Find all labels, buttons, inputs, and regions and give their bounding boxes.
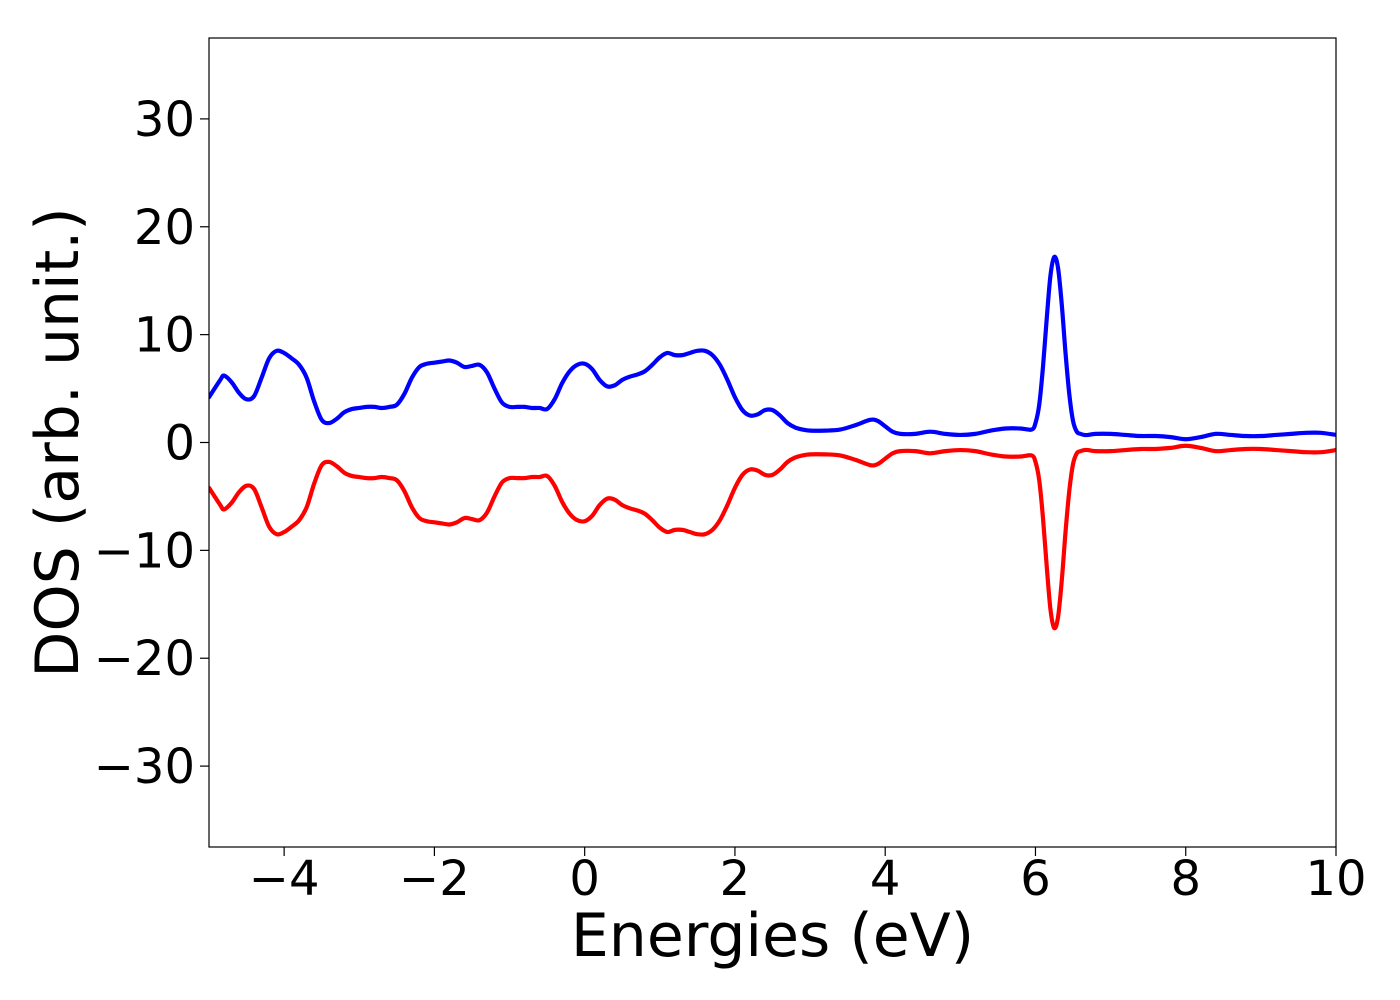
x-tick-label: 10: [1305, 851, 1366, 907]
y-tick-label: 0: [164, 416, 195, 472]
y-tick-label: 10: [134, 308, 195, 364]
x-tick-label: 6: [1020, 851, 1051, 907]
plot-frame: [208, 37, 1337, 848]
y-axis-ticks: −30 −20 −10 0 10 20 30: [94, 92, 209, 795]
x-tick-label: 2: [720, 851, 751, 907]
x-axis-ticks: −4 −2 0 2 4 6 8 10: [249, 847, 1367, 907]
y-axis-label: DOS (arb. unit.): [23, 207, 93, 677]
y-tick-label: 30: [134, 92, 195, 148]
x-tick-label: −2: [399, 851, 470, 907]
x-tick-label: −4: [249, 851, 320, 907]
x-tick-label: 8: [1170, 851, 1201, 907]
x-axis-label: Energies (eV): [571, 901, 974, 971]
y-tick-label: −10: [94, 523, 195, 579]
x-tick-label: 4: [870, 851, 901, 907]
series-lines: [209, 254, 1336, 631]
series-line-blue: [209, 254, 1336, 442]
y-tick-label: −20: [94, 631, 195, 687]
x-tick-label: 0: [569, 851, 600, 907]
y-tick-label: −30: [94, 739, 195, 795]
y-tick-label: 20: [134, 200, 195, 256]
series-line-red: [209, 443, 1336, 631]
